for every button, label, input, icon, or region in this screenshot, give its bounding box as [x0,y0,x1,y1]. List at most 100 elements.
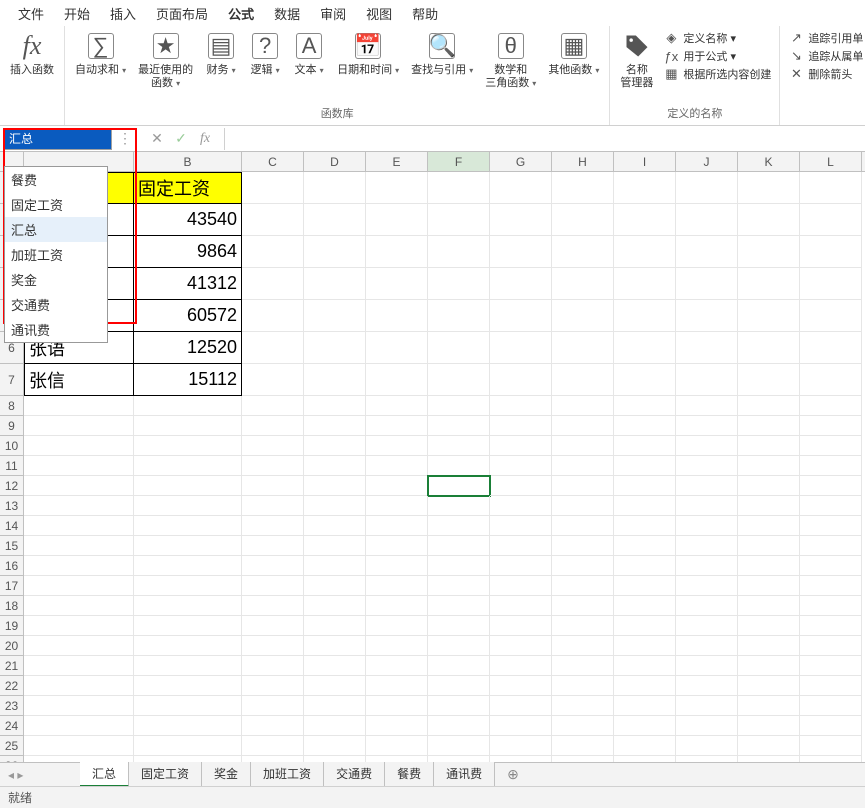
menu-文件[interactable]: 文件 [8,0,54,27]
ribbon-btn-0[interactable]: ∑自动求和 ▾ [69,28,132,79]
cell[interactable] [676,364,738,396]
cell[interactable] [800,516,862,536]
cell[interactable] [552,416,614,436]
cell[interactable] [552,616,614,636]
cell[interactable] [738,416,800,436]
cell[interactable] [552,496,614,516]
cell[interactable] [676,236,738,268]
row-header[interactable]: 25 [0,736,24,756]
cell[interactable] [800,576,862,596]
name-dropdown-item[interactable]: 通讯费 [5,317,107,342]
cell[interactable] [134,696,242,716]
cell[interactable] [428,696,490,716]
row-header[interactable]: 12 [0,476,24,496]
cell[interactable] [304,416,366,436]
add-sheet-button[interactable]: ⊕ [495,766,531,783]
cell[interactable] [428,656,490,676]
cell[interactable] [738,536,800,556]
name-dropdown-item[interactable]: 加班工资 [5,242,107,267]
cell[interactable] [304,436,366,456]
cell[interactable] [614,696,676,716]
cell[interactable] [676,396,738,416]
cell[interactable] [134,436,242,456]
cell[interactable] [304,536,366,556]
menu-公式[interactable]: 公式 [218,0,264,27]
cell[interactable] [304,636,366,656]
cell[interactable] [242,496,304,516]
cell[interactable] [242,456,304,476]
cell[interactable] [490,636,552,656]
cell[interactable] [134,616,242,636]
cell[interactable] [676,436,738,456]
cell[interactable] [490,496,552,516]
cell[interactable] [366,656,428,676]
cell[interactable] [428,676,490,696]
cell[interactable] [134,556,242,576]
col-header-G[interactable]: G [490,152,552,171]
cell[interactable] [242,636,304,656]
cell[interactable] [366,636,428,656]
cell[interactable] [738,576,800,596]
cell[interactable] [242,556,304,576]
cell[interactable] [242,596,304,616]
cell[interactable] [800,300,862,332]
cell[interactable] [614,456,676,476]
cell[interactable] [676,332,738,364]
menu-审阅[interactable]: 审阅 [310,0,356,27]
cell[interactable] [800,204,862,236]
cell[interactable] [800,616,862,636]
cell[interactable] [490,236,552,268]
col-header-B[interactable]: B [134,152,242,171]
cancel-icon[interactable]: ✕ [148,130,166,148]
cell[interactable] [304,268,366,300]
row-header[interactable]: 23 [0,696,24,716]
tab-nav-icons[interactable]: ◂ ▸ [8,768,23,782]
cell[interactable] [304,300,366,332]
cell[interactable] [552,676,614,696]
cell[interactable] [490,204,552,236]
cell[interactable] [428,268,490,300]
cell[interactable] [428,536,490,556]
cell[interactable] [366,436,428,456]
cell[interactable] [676,636,738,656]
cell[interactable] [800,556,862,576]
cell[interactable] [490,332,552,364]
cell[interactable] [800,656,862,676]
name-dropdown-item[interactable]: 奖金 [5,267,107,292]
cell[interactable] [304,556,366,576]
cell[interactable] [552,536,614,556]
cell[interactable] [24,636,134,656]
cell[interactable] [676,556,738,576]
cell[interactable] [738,676,800,696]
cell[interactable] [304,172,366,204]
cell[interactable] [552,476,614,496]
menu-开始[interactable]: 开始 [54,0,100,27]
cell[interactable] [490,172,552,204]
cell[interactable] [676,204,738,236]
cell[interactable] [800,536,862,556]
cell[interactable] [738,172,800,204]
cell[interactable] [552,516,614,536]
cell[interactable] [134,456,242,476]
cell[interactable] [614,656,676,676]
cell[interactable] [366,496,428,516]
row-header[interactable]: 15 [0,536,24,556]
name-dropdown-item[interactable]: 汇总 [5,217,107,242]
defined-name-item[interactable]: ▦根据所选内容创建 [663,66,771,82]
cell[interactable] [304,736,366,756]
cell[interactable] [242,696,304,716]
cell[interactable] [366,696,428,716]
cell[interactable] [24,476,134,496]
cell[interactable] [490,556,552,576]
cell[interactable] [304,716,366,736]
cell[interactable] [490,716,552,736]
col-header-K[interactable]: K [738,152,800,171]
cell[interactable] [24,556,134,576]
cell[interactable] [242,716,304,736]
cell[interactable] [242,536,304,556]
defined-name-item[interactable]: ƒx用于公式 ▾ [663,48,771,64]
cell[interactable] [304,696,366,716]
cell[interactable] [552,300,614,332]
cell[interactable] [134,396,242,416]
cell[interactable] [428,556,490,576]
